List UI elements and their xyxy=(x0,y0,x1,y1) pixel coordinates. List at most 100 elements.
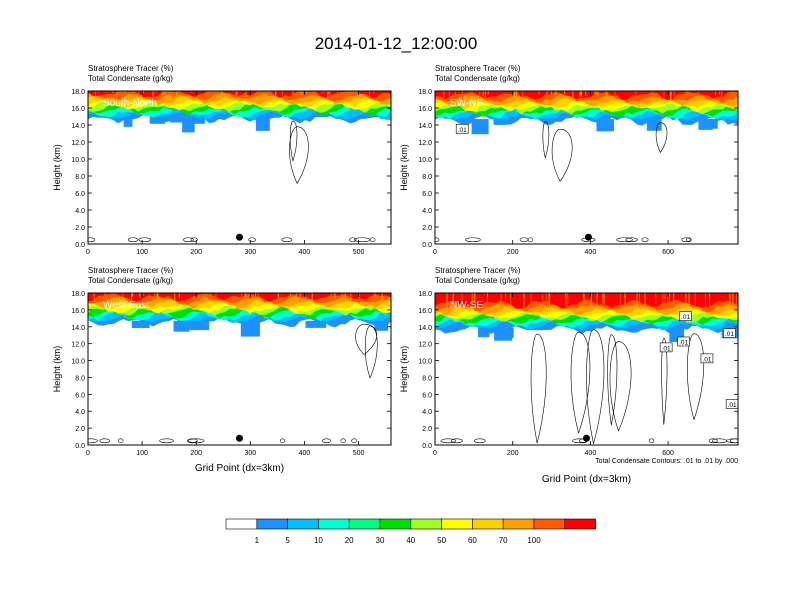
y-tick-label: 0.0 xyxy=(422,443,432,450)
tracer-field xyxy=(88,91,391,133)
tracer-patch xyxy=(189,320,210,331)
y-tick-label: 18.0 xyxy=(71,291,85,298)
contour-label-box xyxy=(700,353,714,364)
tracer-field xyxy=(88,293,391,337)
contour-label: .01 xyxy=(458,127,467,134)
contour-low xyxy=(711,438,727,444)
y-tick-label: 10.0 xyxy=(418,157,432,164)
contour-footnote: Total Condensate Contours: .01 to .01 by… xyxy=(595,458,738,465)
colorbar-label: 40 xyxy=(406,536,415,545)
panel-subtitle-condensate: Total Condensate (g/kg) xyxy=(88,74,173,83)
panel-subtitle-condensate: Total Condensate (g/kg) xyxy=(435,276,520,285)
colorbar-swatch xyxy=(318,518,350,530)
x-tick-label: 0 xyxy=(433,450,437,457)
y-tick-label: 16.0 xyxy=(71,106,85,113)
contour-tower xyxy=(289,120,298,162)
y-tick-label: 8.0 xyxy=(422,174,432,181)
plot-frame xyxy=(434,90,739,245)
y-tick-label: 8.0 xyxy=(422,375,432,382)
panel-label: West-East xyxy=(103,300,149,311)
x-tick-label: 200 xyxy=(190,450,202,457)
contour-tower xyxy=(687,333,705,420)
panel-label: South-North xyxy=(103,98,157,109)
x-tick-label: 500 xyxy=(353,249,365,256)
x-axis-label: Grid Point (dx=3km) xyxy=(542,474,631,485)
tracer-band xyxy=(88,91,391,98)
colorbar-swatch xyxy=(502,518,535,530)
x-tick-label: 200 xyxy=(507,249,519,256)
y-tick-label: 2.0 xyxy=(422,426,432,433)
contour-low xyxy=(351,438,357,444)
y-tick-label: 8.0 xyxy=(75,174,85,181)
plot-frame xyxy=(87,90,392,245)
y-tick-label: 4.0 xyxy=(422,208,432,215)
y-tick-label: 10.0 xyxy=(418,359,432,366)
condensate-contours xyxy=(88,323,378,444)
contour-low xyxy=(369,237,376,243)
colorbar-label: 10 xyxy=(314,536,323,545)
y-tick-label: 6.0 xyxy=(75,191,85,198)
tracer-patch xyxy=(493,119,506,125)
contour-low xyxy=(281,237,293,243)
x-tick-label: 0 xyxy=(86,450,90,457)
contour-low xyxy=(681,237,691,243)
colorbar-label: 50 xyxy=(437,536,446,545)
x-tick-label: 600 xyxy=(662,249,674,256)
x-tick-label: 600 xyxy=(662,450,674,457)
contour-label: .01 xyxy=(702,356,711,363)
tracer-band xyxy=(88,293,391,302)
y-tick-label: 8.0 xyxy=(75,375,85,382)
plot-frame xyxy=(434,292,739,446)
panel-subtitle-tracer: Stratosphere Tracer (%) xyxy=(88,64,174,73)
panel-west-east: Stratosphere Tracer (%)Total Condensate … xyxy=(52,266,392,474)
contour-low xyxy=(138,237,151,243)
contour-low xyxy=(322,438,331,444)
x-axis-label: Grid Point (dx=3km) xyxy=(195,463,284,474)
tracer-patch xyxy=(131,320,150,329)
contour-low xyxy=(88,237,96,243)
panel-subtitle-tracer: Stratosphere Tracer (%) xyxy=(88,266,174,275)
y-tick-label: 18.0 xyxy=(71,89,85,96)
contour-tower xyxy=(530,333,547,444)
contour-low xyxy=(159,438,174,444)
y-tick-label: 12.0 xyxy=(71,140,85,147)
y-tick-label: 0.0 xyxy=(422,242,432,249)
colorbar-label: 5 xyxy=(285,536,290,545)
panel-label: SW-NE xyxy=(450,98,483,109)
colorbar-swatch xyxy=(410,518,442,530)
tracer-patch xyxy=(698,119,713,130)
colorbar-swatch xyxy=(533,518,566,530)
contour-label-box xyxy=(659,342,673,353)
contour-tower xyxy=(607,334,618,426)
contour-label: .01 xyxy=(679,339,688,346)
colorbar-swatch xyxy=(225,518,258,530)
y-axis-label: Height (km) xyxy=(52,144,62,191)
y-tick-label: 4.0 xyxy=(422,409,432,416)
contour-low xyxy=(183,237,194,243)
tracer-patch xyxy=(170,117,186,123)
x-tick-label: 400 xyxy=(585,249,597,256)
contour-tower xyxy=(542,121,550,158)
x-tick-label: 300 xyxy=(244,249,256,256)
y-axis-label: Height (km) xyxy=(399,346,409,393)
contour-label: .01 xyxy=(728,402,737,409)
x-tick-label: 200 xyxy=(190,249,202,256)
contour-tower xyxy=(609,341,632,432)
x-tick-label: 400 xyxy=(299,450,311,457)
tracer-band xyxy=(88,91,391,102)
contour-low xyxy=(280,438,285,444)
contour-label: .01 xyxy=(725,331,734,338)
y-tick-label: 14.0 xyxy=(71,123,85,130)
y-tick-label: 6.0 xyxy=(75,392,85,399)
contour-low xyxy=(708,438,718,444)
panel-subtitle-condensate: Total Condensate (g/kg) xyxy=(88,276,173,285)
y-axis-label: Height (km) xyxy=(399,144,409,191)
plot-frame xyxy=(87,292,392,446)
tracer-patch xyxy=(305,320,327,328)
contour-tower xyxy=(586,329,605,444)
tracer-patch xyxy=(596,119,615,132)
colorbar-swatch xyxy=(287,518,319,530)
contour-label: .01 xyxy=(681,314,690,321)
colorbar-swatch xyxy=(256,518,288,530)
location-marker xyxy=(584,233,592,241)
